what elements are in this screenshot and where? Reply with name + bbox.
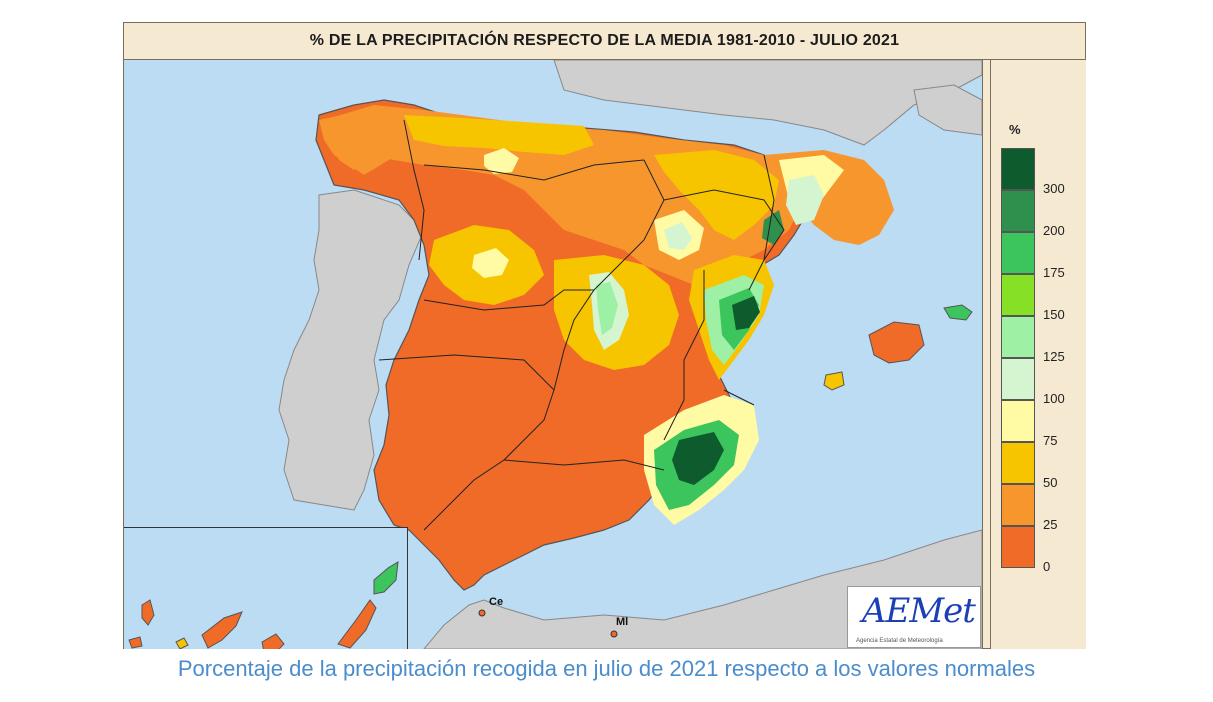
legend-swatch-125 — [1001, 316, 1035, 358]
zone-50-75-northcoast — [404, 115, 594, 155]
canary-island-lapalma — [141, 599, 155, 626]
portugal-land — [278, 189, 425, 511]
legend-swatch-75 — [1001, 400, 1035, 442]
legend-label-175: 175 — [1043, 265, 1065, 280]
legend-label-75: 75 — [1043, 433, 1058, 448]
canary-island-lagomera — [175, 637, 189, 649]
boundary-line — [748, 154, 775, 291]
zone-25-50-northwest — [319, 110, 404, 175]
boundary-line — [723, 389, 755, 406]
map-caption: Porcentaje de la precipitación recogida … — [177, 656, 1036, 681]
legend-label-150: 150 — [1043, 307, 1065, 322]
ceuta-marker — [478, 609, 486, 617]
aemet-logo: AEMet Agencia Estatal de Meteorología — [847, 586, 981, 648]
legend-swatch-25 — [1001, 484, 1035, 526]
zone-100-125-teruel — [664, 222, 692, 250]
aemet-logo-subtext: Agencia Estatal de Meteorología — [856, 638, 943, 644]
canary-island-lanzarote — [373, 561, 399, 595]
legend-swatch-200 — [1001, 190, 1035, 232]
sardinia-land — [913, 84, 982, 136]
legend-swatch-50 — [1001, 442, 1035, 484]
boundary-line — [403, 119, 425, 261]
zone-75-100-spot2 — [484, 148, 519, 174]
legend-unit: % — [1009, 122, 1021, 137]
menorca-land — [943, 304, 973, 321]
legend-label-0: 0 — [1043, 559, 1051, 574]
map-area: Ce Ml AEMet Agencia Estatal de Meteorolo… — [124, 60, 983, 649]
zone-125-150-cuenca — [596, 282, 618, 335]
aemet-logo-text: AEMet — [862, 591, 976, 631]
legend-label-100: 100 — [1043, 391, 1065, 406]
map-title-bar: % DE LA PRECIPITACIÓN RESPECTO DE LA MED… — [124, 23, 1085, 60]
legend-label-25: 25 — [1043, 517, 1058, 532]
legend-swatch-300 — [1001, 148, 1035, 190]
canary-island-grancanaria — [261, 633, 285, 649]
legend-swatch-100 — [1001, 358, 1035, 400]
mallorca-land — [868, 321, 925, 364]
zone-valencia-dkgreen — [732, 296, 760, 330]
boundary-line — [423, 159, 665, 531]
canary-islands-inset — [124, 527, 408, 649]
boundary-line — [663, 270, 705, 441]
legend-swatch-0 — [1001, 526, 1035, 568]
precipitation-map-figure: % DE LA PRECIPITACIÓN RESPECTO DE LA MED… — [123, 22, 1086, 649]
melilla-marker — [610, 630, 618, 638]
legend-label-200: 200 — [1043, 223, 1065, 238]
legend-swatch-175 — [1001, 232, 1035, 274]
legend-panel: % 300 200 175 150 125 100 75 50 25 0 — [990, 60, 1086, 649]
canary-island-elhierro — [128, 636, 143, 649]
canary-island-fuerteventura — [337, 599, 377, 649]
boundary-line — [423, 289, 594, 311]
legend-label-50: 50 — [1043, 475, 1058, 490]
legend-label-125: 125 — [1043, 349, 1065, 364]
boundary-line — [423, 159, 645, 181]
canary-island-tenerife — [201, 611, 243, 649]
legend-swatch-150 — [1001, 274, 1035, 316]
france-land — [553, 60, 982, 146]
ceuta-label: Ce — [489, 596, 504, 608]
zone-murcia-dkgreen — [672, 432, 724, 485]
boundary-line — [663, 189, 785, 261]
map-title: % DE LA PRECIPITACIÓN RESPECTO DE LA MED… — [309, 32, 900, 49]
north-africa-land — [423, 529, 982, 649]
zone-75-100-spot1 — [472, 248, 509, 278]
zone-50-75-aragon — [654, 150, 779, 240]
ibiza-land — [823, 371, 845, 391]
boundary-line — [503, 459, 665, 471]
zone-catalonia-green — [786, 175, 824, 225]
legend-label-300: 300 — [1043, 181, 1065, 196]
spain-map — [124, 60, 982, 649]
boundary-line — [378, 354, 555, 391]
melilla-label: Ml — [616, 616, 629, 628]
